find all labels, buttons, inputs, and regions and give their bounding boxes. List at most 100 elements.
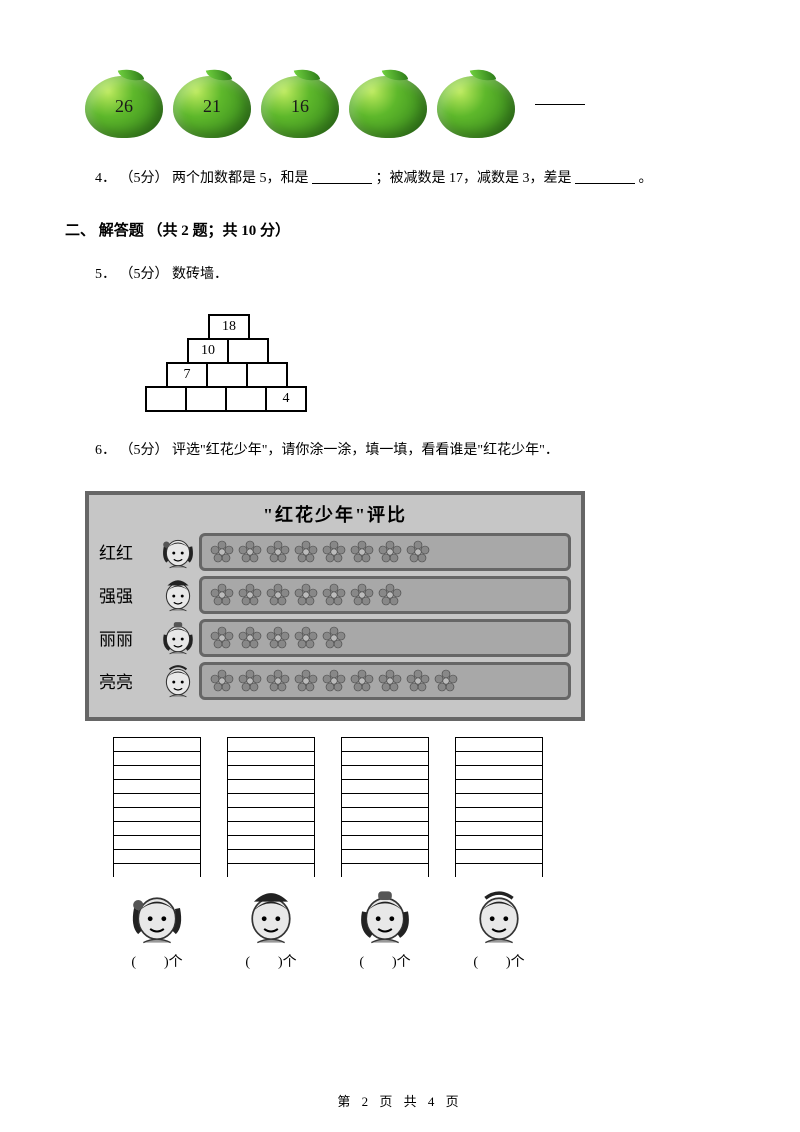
apple-21: 21	[173, 70, 251, 138]
flower-icon	[238, 583, 262, 607]
brick-cell	[225, 386, 267, 412]
flower-icon	[210, 540, 234, 564]
flower-icon	[266, 626, 290, 650]
apple-16: 16	[261, 70, 339, 138]
fill-cell	[113, 863, 201, 877]
apple-blank-1	[349, 70, 427, 138]
flower-icon	[378, 540, 402, 564]
flower-icon	[266, 583, 290, 607]
fill-cell	[341, 835, 429, 849]
fill-cell	[227, 849, 315, 863]
fill-cell	[341, 737, 429, 751]
brick-cell: 4	[265, 386, 307, 412]
fill-cell	[113, 807, 201, 821]
fill-cell	[341, 849, 429, 863]
face-icon	[157, 576, 199, 614]
flower-icon	[266, 540, 290, 564]
question-4: 4． （5分） 两个加数都是 5，和是 ；被减数是 17，减数是 3，差是 。	[95, 166, 735, 193]
flower-icon	[350, 669, 374, 693]
fill-cell	[227, 793, 315, 807]
fill-cell	[227, 835, 315, 849]
fill-count-label: ( )个	[359, 951, 410, 971]
flower-icon	[434, 669, 458, 693]
fill-cell	[455, 765, 543, 779]
fill-cell	[113, 765, 201, 779]
flower-icon	[378, 669, 402, 693]
fill-cell	[227, 751, 315, 765]
brick-cell: 10	[187, 338, 229, 364]
apple-value: 21	[173, 96, 251, 117]
q-text: ；被减数是 17，减数是 3，差是	[376, 171, 572, 186]
section-2-title: 二、 解答题 （共 2 题；共 10 分）	[65, 219, 735, 240]
fill-cell	[227, 737, 315, 751]
fill-cell	[227, 779, 315, 793]
fill-cell	[113, 835, 201, 849]
fill-cell	[113, 779, 201, 793]
fill-cell	[341, 793, 429, 807]
fill-column: ( )个	[113, 737, 201, 971]
answer-blank	[535, 104, 585, 105]
q-points: （5分）	[120, 443, 169, 458]
question-6: 6． （5分） 评选"红花少年"，请你涂一涂，填一填，看看谁是"红花少年"．	[95, 438, 735, 465]
q-number: 5．	[95, 267, 116, 282]
brick-cell	[145, 386, 187, 412]
face-icon	[157, 619, 199, 657]
face-icon	[459, 887, 539, 947]
answer-blank	[575, 183, 635, 184]
flower-icon	[210, 626, 234, 650]
face-icon	[231, 887, 311, 947]
brick-cell	[206, 362, 248, 388]
flower-icon	[294, 669, 318, 693]
fill-cell	[455, 835, 543, 849]
fill-cell	[113, 793, 201, 807]
flower-icon	[322, 540, 346, 564]
chart-row: 丽丽	[99, 619, 571, 657]
fill-cell	[455, 737, 543, 751]
brick-cell	[227, 338, 269, 364]
fill-cell	[341, 807, 429, 821]
brick-wall: 18 10 7 4	[145, 314, 735, 410]
apple-value: 26	[85, 96, 163, 117]
chart-row-name: 红红	[99, 539, 157, 564]
flower-icon	[378, 583, 402, 607]
fill-columns: ( )个 ( )个 ( )个 ( )个	[113, 737, 735, 971]
face-icon	[157, 662, 199, 700]
flower-icon	[210, 583, 234, 607]
flower-icon	[238, 669, 262, 693]
flower-icon	[294, 626, 318, 650]
fill-cell	[455, 849, 543, 863]
flower-icon	[350, 583, 374, 607]
chart-row-bar	[199, 533, 571, 571]
apple-value: 16	[261, 96, 339, 117]
fill-count-label: ( )个	[473, 951, 524, 971]
q-number: 6．	[95, 443, 116, 458]
chart-row-name: 强强	[99, 582, 157, 607]
fill-count-label: ( )个	[131, 951, 182, 971]
fill-cell	[227, 821, 315, 835]
flower-icon	[406, 540, 430, 564]
fill-cell	[455, 779, 543, 793]
fill-count-label: ( )个	[245, 951, 296, 971]
chart-row: 强强	[99, 576, 571, 614]
chart-row: 亮亮	[99, 662, 571, 700]
flower-icon	[322, 626, 346, 650]
brick-cell: 7	[166, 362, 208, 388]
chart-row-name: 丽丽	[99, 625, 157, 650]
fill-cell	[455, 793, 543, 807]
fill-cell	[455, 821, 543, 835]
q-text: 评选"红花少年"，请你涂一涂，填一填，看看谁是"红花少年"．	[172, 443, 559, 458]
q-number: 4．	[95, 171, 116, 186]
fill-cell	[341, 765, 429, 779]
chart-row-bar	[199, 576, 571, 614]
apple-blank-2	[437, 70, 515, 138]
fill-cell	[227, 765, 315, 779]
chart-row: 红红	[99, 533, 571, 571]
face-icon	[345, 887, 425, 947]
q-points: （5分）	[120, 171, 169, 186]
chart-title: "红花少年"评比	[99, 501, 571, 527]
flower-icon	[294, 540, 318, 564]
chart-row-bar	[199, 619, 571, 657]
flower-icon	[294, 583, 318, 607]
brick-cell	[185, 386, 227, 412]
flower-icon	[322, 583, 346, 607]
